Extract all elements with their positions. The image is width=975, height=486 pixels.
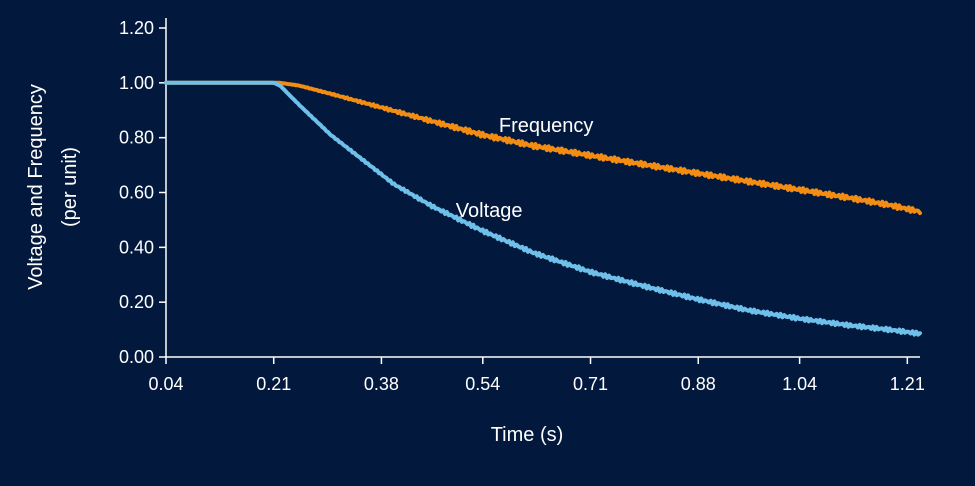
x-tick-label: 0.21 bbox=[256, 374, 291, 394]
y-axis-title-line2: (per unit) bbox=[59, 147, 81, 227]
y-tick-label: 0.20 bbox=[119, 292, 154, 312]
series-label-frequency: Frequency bbox=[499, 115, 594, 137]
y-tick-label: 0.80 bbox=[119, 128, 154, 148]
x-axis-title: Time (s) bbox=[491, 424, 564, 446]
series-line-frequency bbox=[164, 80, 922, 216]
x-tick-label: 1.04 bbox=[782, 374, 817, 394]
series-label-voltage: Voltage bbox=[456, 200, 523, 222]
axes: 0.00 0.20 0.40 0.60 0.80 1.00 1.20 0.04 0.21 0.38… bbox=[119, 18, 925, 394]
y-tick-label: 0.00 bbox=[119, 347, 154, 367]
series-labels: Frequency Voltage bbox=[456, 115, 594, 222]
x-tick-label: 0.71 bbox=[573, 374, 608, 394]
y-tick-label: 1.20 bbox=[119, 18, 154, 38]
x-tick-label: 0.54 bbox=[465, 374, 500, 394]
x-tick-label: 0.04 bbox=[148, 374, 183, 394]
y-tick-label: 0.60 bbox=[119, 183, 154, 203]
x-tick-label: 0.38 bbox=[364, 374, 399, 394]
y-axis-title-line1: Voltage and Frequency bbox=[25, 84, 47, 290]
y-axis-title: Voltage and Frequency (per unit) bbox=[25, 84, 81, 290]
series-layer bbox=[164, 80, 922, 337]
y-tick-label: 1.00 bbox=[119, 73, 154, 93]
series-line-voltage bbox=[164, 80, 922, 337]
x-tick-label: 0.88 bbox=[681, 374, 716, 394]
x-tick-label: 1.21 bbox=[890, 374, 925, 394]
y-tick-label: 0.40 bbox=[119, 237, 154, 257]
